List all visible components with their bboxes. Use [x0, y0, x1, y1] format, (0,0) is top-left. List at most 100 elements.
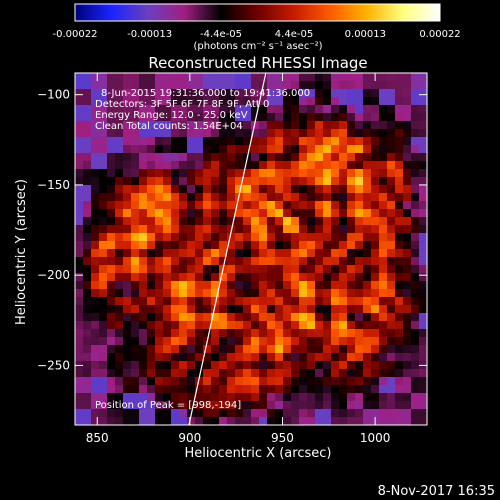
heatmap-cell	[267, 393, 276, 402]
heatmap-cell	[179, 129, 188, 138]
heatmap-cell	[139, 105, 148, 114]
heatmap-cell	[251, 393, 260, 402]
heatmap-cell	[419, 241, 427, 250]
heatmap-cell	[411, 169, 420, 178]
heatmap-cell	[131, 169, 140, 178]
heatmap-cell	[259, 113, 268, 122]
heatmap-cell	[243, 161, 252, 170]
heatmap-cell	[75, 129, 84, 138]
heatmap-cell	[371, 409, 380, 418]
heatmap-cell	[219, 305, 228, 314]
heatmap-cell	[179, 337, 188, 346]
heatmap-cell	[211, 281, 220, 290]
heatmap-cell	[203, 177, 212, 186]
heatmap-cell	[267, 185, 276, 194]
heatmap-cell	[91, 209, 100, 218]
heatmap-cell	[267, 97, 276, 106]
heatmap-cell	[339, 201, 348, 210]
heatmap-cell	[419, 369, 427, 378]
heatmap-cell	[355, 73, 364, 82]
heatmap-cell	[131, 121, 140, 130]
heatmap-cell	[219, 369, 228, 378]
heatmap-cell	[299, 249, 308, 258]
heatmap-cell	[307, 121, 316, 130]
heatmap-cell	[371, 153, 380, 162]
heatmap-cell	[323, 97, 332, 106]
heatmap-cell	[251, 201, 260, 210]
heatmap-cell	[251, 409, 260, 418]
heatmap-cell	[283, 177, 292, 186]
heatmap-cell	[195, 369, 204, 378]
heatmap-cell	[323, 241, 332, 250]
heatmap-cell	[403, 305, 412, 314]
heatmap-cell	[363, 257, 372, 266]
heatmap-cell	[291, 377, 300, 386]
heatmap-cell	[291, 113, 300, 122]
heatmap-cell	[299, 297, 308, 306]
heatmap-cell	[155, 201, 164, 210]
heatmap-cell	[123, 225, 132, 234]
heatmap-cell	[283, 153, 292, 162]
heatmap-cell	[163, 89, 172, 98]
heatmap-cell	[91, 97, 100, 106]
heatmap-cell	[203, 129, 212, 138]
heatmap-cell	[99, 313, 108, 322]
heatmap-cell	[403, 417, 412, 425]
heatmap-cell	[291, 73, 300, 82]
heatmap-cell	[75, 417, 84, 425]
heatmap-cell	[187, 377, 196, 386]
heatmap-cell	[131, 401, 140, 410]
heatmap-cell	[243, 297, 252, 306]
heatmap-cell	[283, 337, 292, 346]
heatmap-cell	[139, 305, 148, 314]
heatmap-cell	[291, 201, 300, 210]
heatmap-cell	[171, 313, 180, 322]
heatmap-cell	[371, 193, 380, 202]
annotation-line: Detectors: 3F 5F 6F 7F 8F 9F, Att 0	[95, 99, 269, 110]
heatmap-cell	[291, 257, 300, 266]
heatmap-cell	[251, 89, 260, 98]
heatmap-cell	[91, 409, 100, 418]
heatmap-cell	[187, 353, 196, 362]
heatmap-cell	[187, 161, 196, 170]
heatmap-cell	[75, 385, 84, 394]
heatmap-cell	[139, 337, 148, 346]
heatmap-cell	[107, 209, 116, 218]
heatmap-cell	[91, 369, 100, 378]
heatmap-cell	[187, 113, 196, 122]
heatmap-cell	[107, 337, 116, 346]
heatmap-cell	[355, 185, 364, 194]
heatmap-cell	[411, 305, 420, 314]
heatmap-cell	[251, 305, 260, 314]
heatmap-cell	[147, 249, 156, 258]
heatmap-cell	[299, 153, 308, 162]
heatmap-cell	[147, 377, 156, 386]
heatmap-cell	[339, 273, 348, 282]
heatmap-cell	[155, 289, 164, 298]
heatmap-cell	[339, 337, 348, 346]
heatmap-cell	[187, 305, 196, 314]
heatmap-cell	[387, 153, 396, 162]
heatmap-cell	[123, 369, 132, 378]
heatmap-cell	[379, 209, 388, 218]
heatmap-cell	[115, 153, 124, 162]
heatmap-cell	[403, 329, 412, 338]
heatmap-cell	[179, 353, 188, 362]
heatmap-cell	[267, 257, 276, 266]
heatmap-cell	[371, 201, 380, 210]
heatmap-cell	[123, 73, 132, 82]
heatmap-cell	[99, 417, 108, 425]
heatmap-cell	[363, 137, 372, 146]
heatmap-cell	[315, 153, 324, 162]
heatmap-cell	[75, 257, 84, 266]
heatmap-cell	[339, 409, 348, 418]
heatmap-cell	[283, 105, 292, 114]
heatmap-cell	[315, 289, 324, 298]
heatmap-cell	[259, 377, 268, 386]
heatmap-cell	[123, 289, 132, 298]
heatmap-cell	[275, 161, 284, 170]
heatmap-cell	[347, 409, 356, 418]
heatmap-cell	[243, 105, 252, 114]
heatmap-cell	[235, 137, 244, 146]
heatmap-cell	[195, 105, 204, 114]
